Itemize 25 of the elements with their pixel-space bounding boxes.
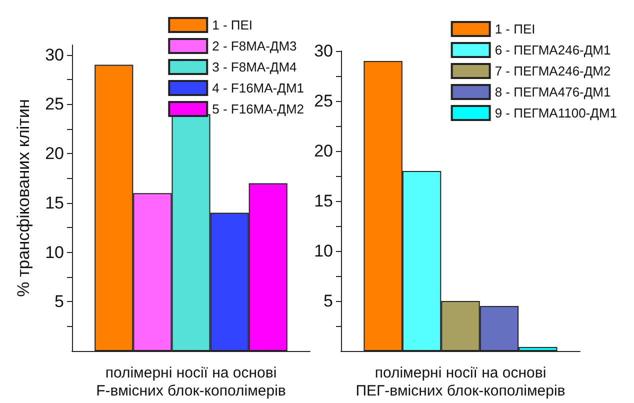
legend-label: 8 - ПЕГМА476-ДМ1 — [494, 84, 611, 100]
legend-label: 2 - F8MA-ДМ3 — [212, 38, 297, 54]
y-tick-label: 5 — [324, 292, 333, 310]
y-tick-label: 10 — [45, 242, 64, 262]
y-tick-label: 20 — [314, 142, 333, 160]
y-tick-label: 30 — [314, 42, 333, 60]
y-tick-label: 20 — [45, 144, 64, 164]
y-tick-label: 25 — [314, 92, 333, 110]
legend-label: 1 - ПЕІ — [212, 18, 253, 32]
legend-label: 9 - ПЕГМА1100-ДМ1 — [494, 106, 617, 120]
y-axis-title: % трансфікованих клітин — [14, 99, 33, 297]
legend-label: 6 - ПЕГМА246-ДМ1 — [494, 42, 611, 58]
x-axis-title: полімерні носії на основі F-вмісних блок-кополімерів — [96, 364, 286, 400]
y-tick-label: 15 — [314, 192, 333, 210]
legend-label: 5 - F16MA-ДМ2 — [212, 102, 304, 116]
y-tick-label: 15 — [45, 193, 64, 212]
y-tick-label: 5 — [54, 292, 64, 312]
x-axis-title: полімерні носії на основі ПЕГ-вмісних блок-кополімерів — [356, 364, 566, 400]
legend-label: 7 - ПЕГМА246-ДМ2 — [494, 64, 611, 78]
legend-label: 1 - ПЕІ — [494, 22, 536, 36]
y-tick-label: 30 — [45, 45, 64, 64]
legend-label: 3 - F8MA-ДМ4 — [212, 60, 297, 74]
legend-label: 4 - F16MA-ДМ1 — [212, 80, 304, 96]
y-tick-label: 25 — [45, 94, 64, 114]
y-tick-label: 10 — [314, 242, 333, 260]
